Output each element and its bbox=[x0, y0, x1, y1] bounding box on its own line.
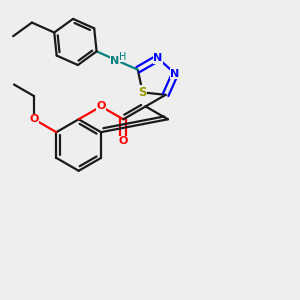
Text: N: N bbox=[110, 56, 119, 66]
Text: N: N bbox=[153, 53, 163, 63]
Text: H: H bbox=[119, 52, 126, 62]
Text: O: O bbox=[118, 136, 128, 146]
Text: O: O bbox=[96, 101, 106, 111]
Text: O: O bbox=[29, 114, 39, 124]
Text: S: S bbox=[138, 86, 147, 99]
Text: N: N bbox=[170, 69, 180, 79]
